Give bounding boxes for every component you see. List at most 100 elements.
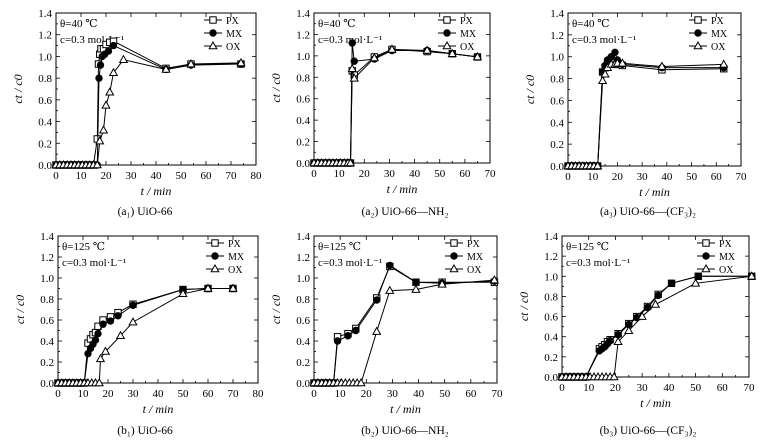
y-tick-label: 1.0 <box>296 51 310 63</box>
y-tick-label: 0.4 <box>296 336 310 348</box>
y-tick-label: 0.2 <box>40 357 54 369</box>
point-ox <box>228 283 238 292</box>
panel-a1: 0 10 20 30 40 50 60 70 80 0.0 0.2 0.4 0.6 0.8 1.0 1.2 1.… <box>11 8 262 218</box>
point-ox <box>657 61 667 70</box>
x-tick-label: 80 <box>251 170 263 182</box>
legend-marker-mx <box>211 252 219 260</box>
x-tick-label: 10 <box>334 168 346 180</box>
series-ox <box>309 275 500 387</box>
panel-a3: 0 10 20 30 40 50 60 70 0.0 0.2 0.4 0.6 0.8 1.0 1.2 1.4 t… <box>523 8 747 218</box>
x-tick-label: 50 <box>439 388 451 400</box>
point-mx <box>344 332 352 340</box>
point-ox <box>597 75 608 85</box>
legend-label: MX <box>226 29 243 40</box>
point-ox <box>105 87 115 96</box>
point-mx <box>694 272 702 280</box>
legend-item-mx: MX <box>445 252 484 263</box>
x-tick-label: 70 <box>485 168 497 180</box>
legend-marker-ox <box>210 263 220 273</box>
concentration-label: c=0.3 mol·L⁻¹ <box>566 257 630 269</box>
point-ox <box>100 346 111 355</box>
legend-label: PX <box>719 239 733 250</box>
y-tick-label: 1.0 <box>296 273 310 285</box>
y-tick-label: 0.4 <box>550 117 564 129</box>
y-tick-label: 0.6 <box>550 95 564 107</box>
y-tick-label: 1.0 <box>38 51 52 63</box>
legend-label: OX <box>228 265 243 276</box>
y-tick-label: 0.8 <box>296 294 310 306</box>
x-tick-label: 0 <box>311 388 317 400</box>
x-tick-label: 70 <box>492 388 504 400</box>
point-ox <box>345 157 356 167</box>
point-ox <box>422 45 432 54</box>
concentration-label: c=0.3 mol·L⁻¹ <box>62 257 126 269</box>
point-ox <box>178 288 188 298</box>
x-tick-label: 50 <box>690 382 702 394</box>
legend-item-ox: OX <box>445 263 482 276</box>
x-tick-label: 70 <box>736 171 748 183</box>
x-tick-label: 60 <box>203 388 215 400</box>
x-tick-label: 10 <box>78 388 90 400</box>
panel-caption: (a₃) UiO-66—(CF₃)₂ <box>600 206 696 218</box>
x-tick-label: 30 <box>126 170 138 182</box>
concentration-label: c=0.3 mol·L⁻¹ <box>318 257 382 269</box>
y-tick-label: 1.0 <box>40 273 54 285</box>
point-ox <box>593 160 603 170</box>
x-tick-label: 60 <box>711 171 723 183</box>
panel-caption: (a₁) UiO-66 <box>118 206 173 218</box>
legend-marker-ox <box>449 263 459 273</box>
legend-marker-mx <box>209 29 217 37</box>
legend-marker-ox <box>208 40 218 50</box>
y-tick-label: 1.4 <box>38 8 52 20</box>
y-tick-label: 0.0 <box>296 378 310 390</box>
series-line-px <box>314 48 478 164</box>
series-line-mx <box>314 42 478 164</box>
legend-marker-px <box>211 239 219 247</box>
y-tick-label: 1.0 <box>544 271 558 283</box>
temperature-label: θ=40 ℃ <box>572 18 610 30</box>
x-tick-label: 70 <box>744 382 756 394</box>
x-axis-title: t / min <box>390 402 421 416</box>
point-ox <box>347 63 357 73</box>
point-ox <box>437 279 447 288</box>
legend-marker-px <box>450 239 458 247</box>
panel-b3: 0 10 20 30 40 50 60 70 0.0 0.2 0.4 0.6 0.8 1.0 1.2 1.4 t… <box>517 231 757 437</box>
legend-label: OX <box>711 42 726 53</box>
legend-label: MX <box>228 252 245 263</box>
point-mx <box>99 320 107 328</box>
series-line-mx <box>314 264 495 384</box>
point-ox <box>609 371 619 381</box>
legend-item-mx: MX <box>689 29 728 40</box>
y-tick-label: 0.6 <box>296 315 310 327</box>
y-tick-label: 1.2 <box>38 30 52 42</box>
x-tick-label: 60 <box>465 388 477 400</box>
legend-item-mx: MX <box>438 29 477 40</box>
x-tick-label: 20 <box>610 382 622 394</box>
panel-caption: (b₃) UiO-66—(CF₃)₂ <box>600 425 697 437</box>
point-ox <box>203 283 213 292</box>
legend-item-ox: OX <box>206 263 243 276</box>
series-px <box>310 45 482 167</box>
point-ox <box>118 54 129 63</box>
x-axis-title: t / min <box>141 184 172 198</box>
point-ox <box>613 336 623 346</box>
point-ox <box>411 284 421 293</box>
legend-label: MX <box>467 252 484 263</box>
y-tick-label: 1.2 <box>40 252 54 264</box>
series-px <box>564 58 728 170</box>
series-line-ox <box>314 48 478 164</box>
point-ox <box>690 278 701 287</box>
x-tick-label: 70 <box>226 170 238 182</box>
y-tick-label: 0.6 <box>40 315 54 327</box>
series-mx <box>558 272 756 381</box>
y-tick-label: 0.6 <box>296 94 310 106</box>
x-tick-label: 30 <box>384 168 396 180</box>
x-tick-label: 60 <box>201 170 213 182</box>
point-ox <box>92 159 102 169</box>
legend-item-ox: OX <box>697 263 734 276</box>
y-tick-label: 0.4 <box>296 115 310 127</box>
x-tick-label: 50 <box>176 170 188 182</box>
series-mx <box>310 39 482 167</box>
y-tick-label: 0.8 <box>38 73 52 85</box>
x-tick-label: 40 <box>661 171 673 183</box>
